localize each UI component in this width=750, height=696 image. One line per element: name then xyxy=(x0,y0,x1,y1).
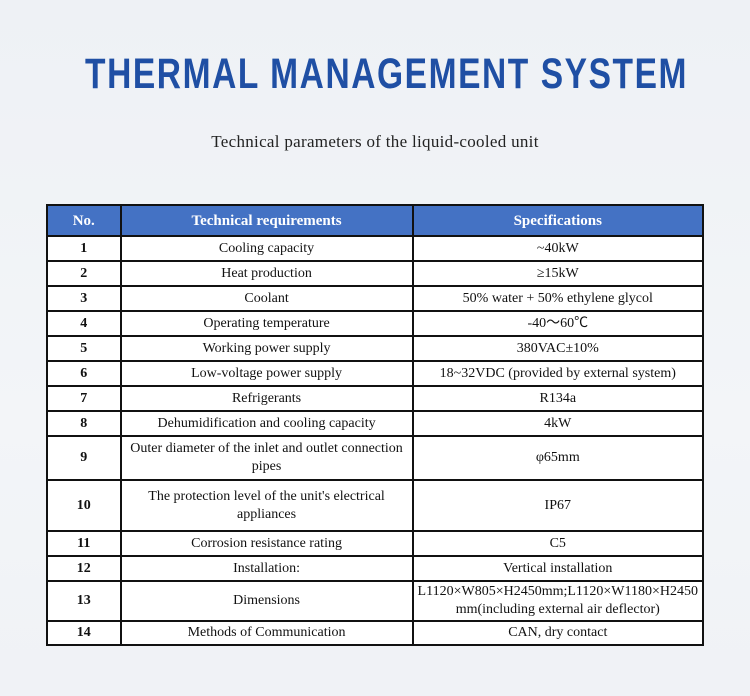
cell-requirement: Heat production xyxy=(119,260,414,287)
cell-requirement: Corrosion resistance rating xyxy=(119,530,414,557)
cell-requirement: Dimensions xyxy=(119,580,414,622)
cell-specification: 380VAC±10% xyxy=(411,335,705,362)
table-row: 11 Corrosion resistance rating C5 xyxy=(46,530,705,557)
table-row: 13 Dimensions L1120×W805×H2450mm;L1120×W11… xyxy=(46,580,705,622)
cell-specification: IP67 xyxy=(411,479,705,532)
cell-no: 6 xyxy=(46,360,122,387)
cell-specification: 18~32VDC (provided by external system) xyxy=(411,360,705,387)
table-row: 10 The protection level of the unit's ele… xyxy=(46,479,705,532)
cell-no: 10 xyxy=(46,479,122,532)
cell-requirement: Installation: xyxy=(119,555,414,582)
cell-no: 4 xyxy=(46,310,122,337)
cell-specification: 50% water + 50% ethylene glycol xyxy=(411,285,705,312)
table-row: 3 Coolant 50% water + 50% ethylene glycol xyxy=(46,285,705,312)
cell-specification: R134a xyxy=(411,385,705,412)
cell-no: 9 xyxy=(46,435,122,481)
cell-requirement: Working power supply xyxy=(119,335,414,362)
table-row: 7 Refrigerants R134a xyxy=(46,385,705,412)
cell-requirement: Dehumidification and cooling capacity xyxy=(119,410,414,437)
cell-no: 3 xyxy=(46,285,122,312)
cell-no: 8 xyxy=(46,410,122,437)
cell-no: 12 xyxy=(46,555,122,582)
table-row: 12 Installation: Vertical installation xyxy=(46,555,705,582)
page-title: THERMAL MANAGEMENT SYSTEM xyxy=(0,50,750,99)
cell-no: 1 xyxy=(46,235,122,262)
cell-specification: 4kW xyxy=(411,410,705,437)
table-row: 8 Dehumidification and cooling capacity 4k… xyxy=(46,410,705,437)
cell-specification: -40～60℃ xyxy=(411,310,705,337)
cell-no: 7 xyxy=(46,385,122,412)
page-title-text: THERMAL MANAGEMENT SYSTEM xyxy=(85,50,689,98)
table-row: 5 Working power supply 380VAC±10% xyxy=(46,335,705,362)
cell-requirement: Outer diameter of the inlet and outlet c… xyxy=(119,435,414,481)
header-specifications: Specifications xyxy=(411,204,705,237)
table-header-row: No. Technical requirements Specification… xyxy=(46,204,705,237)
cell-specification: L1120×W805×H2450mm;L1120×W1180×H2450 mm(… xyxy=(411,580,705,622)
cell-no: 13 xyxy=(46,580,122,622)
spec-table: No. Technical requirements Specification… xyxy=(46,204,705,646)
cell-requirement: Refrigerants xyxy=(119,385,414,412)
subtitle: Technical parameters of the liquid-coole… xyxy=(211,132,539,151)
cell-no: 5 xyxy=(46,335,122,362)
table-row: 6 Low-voltage power supply 18~32VDC (provi… xyxy=(46,360,705,387)
cell-requirement: Cooling capacity xyxy=(119,235,414,262)
cell-specification: C5 xyxy=(411,530,705,557)
cell-specification: ≥15kW xyxy=(411,260,705,287)
cell-requirement: Coolant xyxy=(119,285,414,312)
cell-specification: CAN, dry contact xyxy=(411,620,705,646)
cell-requirement: Methods of Communication xyxy=(119,620,414,646)
table-row: 1 Cooling capacity ~40kW xyxy=(46,235,705,262)
cell-requirement: Operating temperature xyxy=(119,310,414,337)
cell-requirement: Low-voltage power supply xyxy=(119,360,414,387)
table-row: 14 Methods of Communication CAN, dry conta… xyxy=(46,620,705,646)
cell-no: 14 xyxy=(46,620,122,646)
cell-specification: ~40kW xyxy=(411,235,705,262)
cell-requirement: The protection level of the unit's elect… xyxy=(119,479,414,532)
table-row: 2 Heat production ≥15kW xyxy=(46,260,705,287)
cell-specification: φ65mm xyxy=(411,435,705,481)
header-requirements: Technical requirements xyxy=(119,204,414,237)
cell-no: 2 xyxy=(46,260,122,287)
table-row: 4 Operating temperature -40～60℃ xyxy=(46,310,705,337)
table-row: 9 Outer diameter of the inlet and outlet … xyxy=(46,435,705,481)
cell-specification: Vertical installation xyxy=(411,555,705,582)
header-no: No. xyxy=(46,204,122,237)
cell-no: 11 xyxy=(46,530,122,557)
